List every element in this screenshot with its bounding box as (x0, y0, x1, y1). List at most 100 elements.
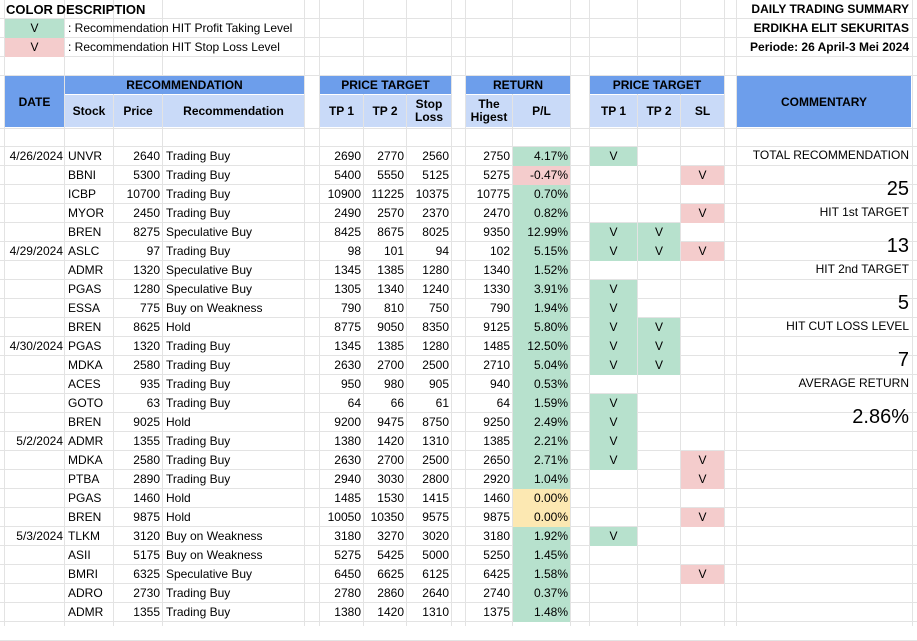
cell-hit-tp1: V (590, 394, 637, 413)
cell-recommendation: Hold (166, 510, 191, 524)
cell-date (5, 299, 63, 318)
cell-date (5, 413, 63, 432)
grid-column-line (570, 0, 571, 626)
cell-tp1: 10900 (327, 187, 361, 201)
grid-column-line (64, 0, 65, 626)
header-highest: The Higest (466, 95, 512, 127)
grid-row-line (0, 18, 917, 19)
cell-highest: 2470 (483, 206, 510, 220)
grid-row-line (0, 412, 917, 413)
cell-pl: 5.15% (513, 242, 570, 261)
cell-stop-loss: 1280 (422, 339, 449, 353)
cell-pl: 0.70% (513, 185, 570, 204)
legend-loss-swatch: V (5, 38, 64, 57)
legend-loss-text: : Recommendation HIT Stop Loss Level (68, 40, 280, 54)
cell-tp2: 101 (383, 244, 404, 258)
cell-tp1: 2630 (334, 358, 361, 372)
cell-hit-tp2: V (638, 223, 680, 242)
cell-recommendation: Trading Buy (166, 149, 231, 163)
cell-tp2: 10350 (370, 510, 404, 524)
header-price-target-hit: PRICE TARGET (590, 76, 724, 94)
cell-pl: -0.47% (513, 166, 570, 185)
cell-date (5, 470, 63, 489)
cell-highest: 1375 (483, 605, 510, 619)
cell-stock: ESSA (68, 301, 101, 315)
cell-recommendation: Trading Buy (166, 358, 231, 372)
grid-column-line (465, 0, 466, 626)
cell-date (5, 603, 63, 622)
cell-tp2: 9050 (377, 320, 404, 334)
cell-pl: 0.00% (513, 489, 570, 508)
cell-recommendation: Hold (166, 415, 191, 429)
grid-column-line (304, 0, 305, 626)
cell-hit-tp1 (590, 375, 637, 394)
cell-hit-tp1 (590, 204, 637, 223)
cell-stop-loss: 6125 (422, 567, 449, 581)
cell-hit-sl (681, 299, 724, 318)
cell-price: 1280 (133, 282, 160, 296)
cell-date (5, 261, 63, 280)
cell-tp1: 1305 (334, 282, 361, 296)
header-date: DATE (5, 76, 64, 127)
cell-tp2: 1420 (377, 605, 404, 619)
cell-tp1: 1380 (334, 434, 361, 448)
commentary-total-value: 25 (886, 178, 909, 200)
cell-pl: 1.58% (513, 565, 570, 584)
cell-price: 775 (139, 301, 160, 315)
cell-stock: ADMR (68, 263, 104, 277)
cell-stock: MDKA (68, 453, 103, 467)
header-recommendation-col: Recommendation (163, 95, 304, 127)
cell-stop-loss: 61 (435, 396, 449, 410)
cell-hit-tp1 (590, 565, 637, 584)
grid-column-line (363, 0, 364, 626)
cell-tp2: 2700 (377, 453, 404, 467)
cell-stop-loss: 2500 (422, 453, 449, 467)
cell-highest: 1385 (483, 434, 510, 448)
cell-hit-sl (681, 375, 724, 394)
cell-tp2: 3030 (377, 472, 404, 486)
cell-date (5, 375, 63, 394)
cell-tp1: 8425 (334, 225, 361, 239)
cell-date (5, 584, 63, 603)
cell-highest: 1330 (483, 282, 510, 296)
cell-hit-sl: V (681, 565, 724, 584)
cell-stock: MDKA (68, 358, 103, 372)
cell-tp1: 10050 (327, 510, 361, 524)
cell-highest: 9875 (483, 510, 510, 524)
cell-pl: 1.52% (513, 261, 570, 280)
header-pl: P/L (513, 95, 570, 127)
cell-hit-tp2 (638, 603, 680, 622)
grid-column-line (113, 0, 114, 626)
cell-price: 1355 (133, 434, 160, 448)
cell-recommendation: Buy on Weakness (166, 529, 263, 543)
cell-stop-loss: 1310 (422, 605, 449, 619)
cell-date (5, 204, 63, 223)
cell-hit-tp1: V (590, 356, 637, 375)
cell-hit-tp1 (590, 261, 637, 280)
cell-hit-tp2 (638, 527, 680, 546)
header-tp2: TP 2 (364, 95, 406, 127)
cell-hit-tp2 (638, 565, 680, 584)
cell-pl: 4.17% (513, 147, 570, 166)
cell-hit-sl (681, 527, 724, 546)
cell-stop-loss: 2500 (422, 358, 449, 372)
grid-row-line (0, 431, 917, 432)
cell-stop-loss: 2640 (422, 586, 449, 600)
cell-recommendation: Trading Buy (166, 434, 231, 448)
cell-hit-tp1 (590, 508, 637, 527)
grid-column-line (912, 0, 913, 626)
cell-highest: 1485 (483, 339, 510, 353)
header-stop-loss: Stop Loss (407, 95, 451, 127)
cell-stop-loss: 1240 (422, 282, 449, 296)
cell-hit-tp2 (638, 375, 680, 394)
cell-tp1: 2490 (334, 206, 361, 220)
cell-tp1: 6450 (334, 567, 361, 581)
cell-hit-sl (681, 356, 724, 375)
cell-stock: PGAS (68, 491, 102, 505)
cell-tp2: 5550 (377, 168, 404, 182)
legend-profit-text: : Recommendation HIT Profit Taking Level (68, 21, 293, 35)
cell-tp1: 2940 (334, 472, 361, 486)
cell-pl: 0.37% (513, 584, 570, 603)
cell-recommendation: Trading Buy (166, 605, 231, 619)
cell-hit-sl (681, 489, 724, 508)
